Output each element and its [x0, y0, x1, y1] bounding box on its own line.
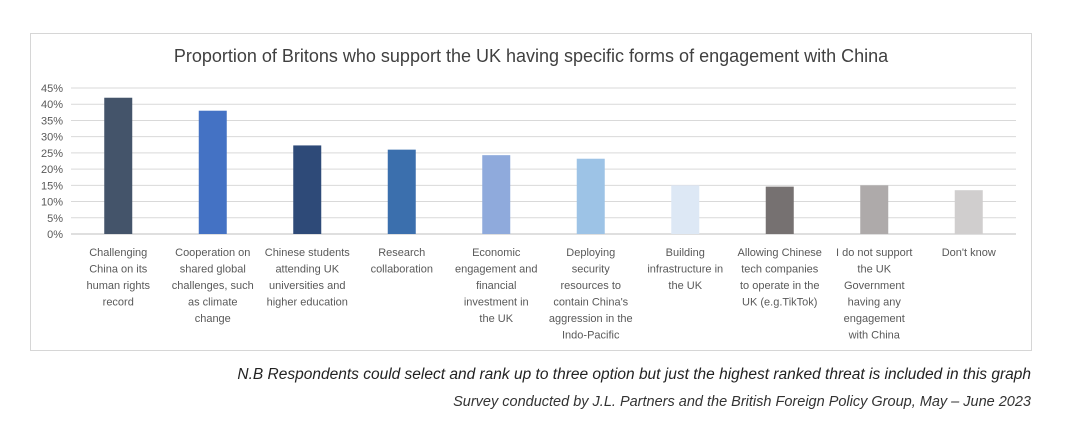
y-tick-label: 10%: [41, 197, 63, 209]
bar-chart: 0% 5% 10% 15% 20% 25% 30% 35% 40% 45% Challenging…: [41, 83, 1016, 342]
footnote: N.B Respondents could select and rank up…: [237, 366, 1031, 383]
source-note: Survey conducted by J.L. Partners and th…: [453, 394, 1031, 410]
bar: [576, 158, 605, 234]
chart-frame: Proportion of Britons who support the UK…: [30, 33, 1032, 351]
bar: [860, 185, 889, 234]
x-axis-labels: Challenging China on its human rights recor…: [86, 247, 995, 342]
x-category-label: Research collaboration: [371, 247, 433, 276]
bar: [482, 155, 511, 234]
x-category-label: Deploying security resources to contain Chi…: [549, 247, 633, 342]
y-tick-label: 45%: [41, 83, 63, 95]
x-category-label: Cooperation on shared global challenges, s…: [172, 247, 254, 325]
x-category-label: Economic engagement and financial investmen…: [455, 247, 538, 325]
x-category-label: Don't know: [942, 247, 996, 259]
y-tick-label: 20%: [41, 164, 63, 176]
y-tick-label: 15%: [41, 180, 63, 192]
x-category-label: Building infrastructure in the UK: [647, 247, 723, 292]
bar: [104, 97, 133, 234]
y-tick-label: 0%: [47, 229, 63, 241]
bar: [954, 190, 983, 234]
chart-title: Proportion of Britons who support the UK…: [173, 46, 889, 66]
y-tick-label: 30%: [41, 132, 63, 144]
y-tick-label: 35%: [41, 115, 63, 127]
y-tick-label: 5%: [47, 213, 63, 225]
x-category-label: Chinese students attending UK universities…: [265, 247, 350, 309]
y-tick-label: 40%: [41, 99, 63, 111]
x-category-label: Allowing Chinese tech companies to operate…: [738, 247, 822, 309]
y-tick-label: 25%: [41, 148, 63, 160]
bar: [198, 110, 227, 234]
bar: [765, 186, 794, 234]
x-category-label: I do not support the UK Government having a…: [836, 247, 912, 342]
bar: [293, 145, 322, 234]
gridlines: [71, 87, 1016, 235]
bar: [671, 185, 700, 234]
bar: [387, 149, 416, 234]
y-axis-ticks: 0% 5% 10% 15% 20% 25% 30% 35% 40% 45%: [41, 83, 63, 241]
x-category-label: Challenging China on its human rights recor…: [86, 247, 150, 309]
bars: [104, 97, 983, 234]
